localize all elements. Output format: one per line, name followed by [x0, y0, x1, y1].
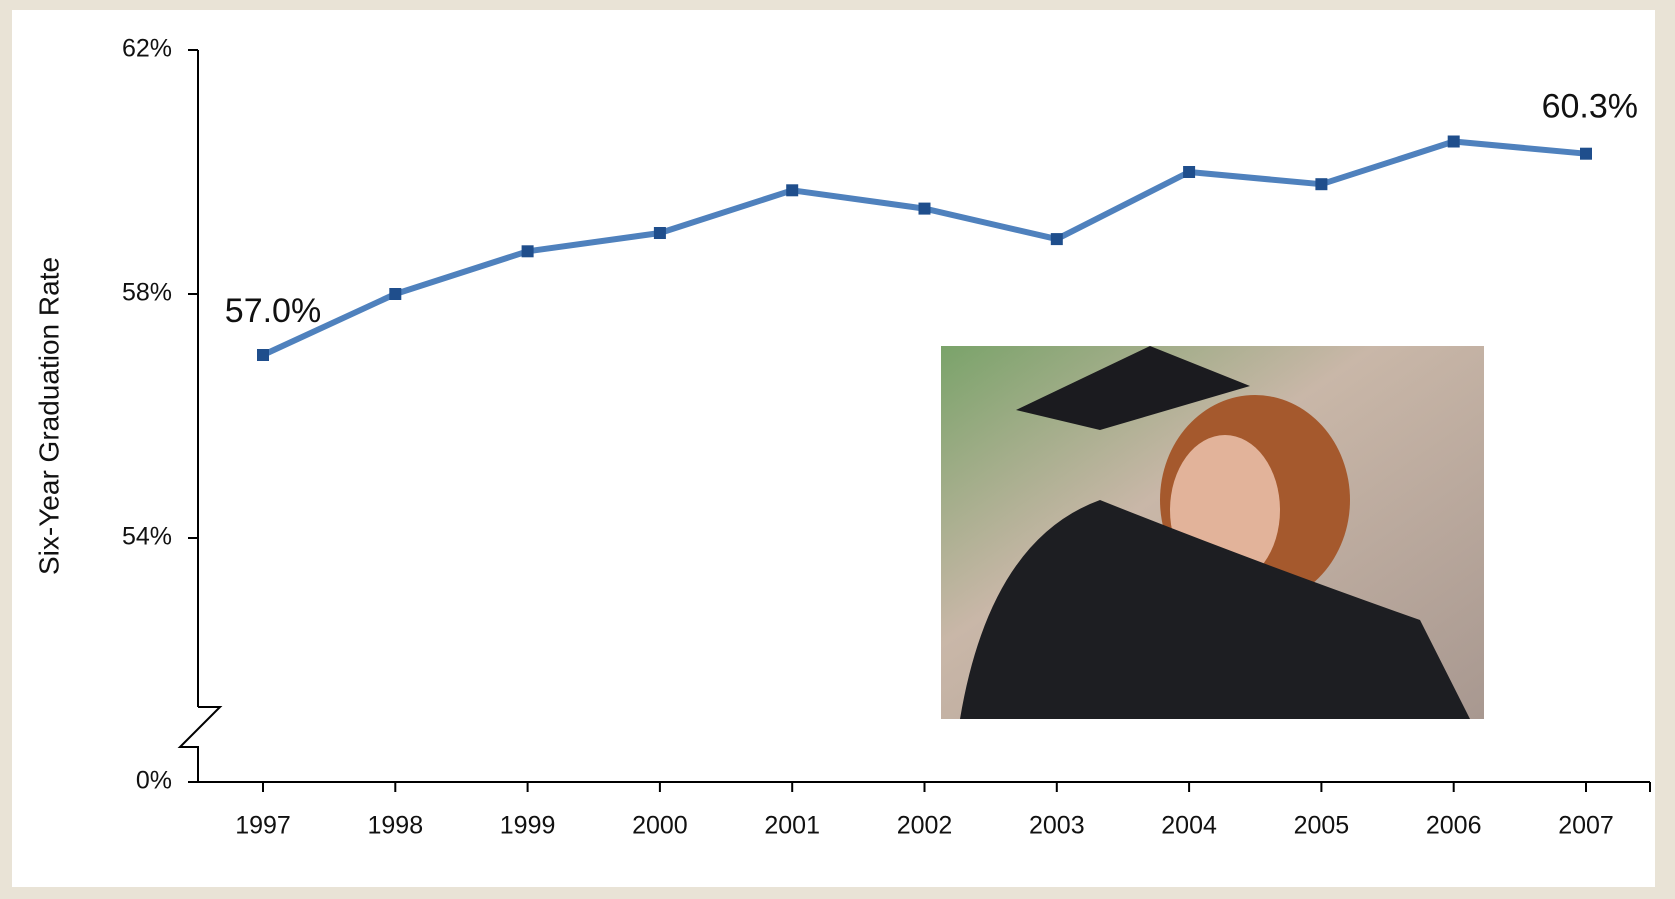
data-point [786, 184, 799, 197]
x-tick-label: 2002 [897, 812, 953, 840]
y-tick-label: 0% [136, 767, 172, 795]
y-tick-label: 54% [122, 523, 172, 551]
data-label: 60.3% [1542, 88, 1638, 126]
axis-break [177, 706, 223, 782]
data-point [389, 288, 402, 300]
x-tick-label: 2007 [1558, 812, 1614, 840]
x-tick-label: 2005 [1294, 812, 1350, 840]
x-tick-label: 2006 [1426, 812, 1482, 840]
y-tick-label: 58% [122, 279, 172, 307]
data-point [521, 245, 534, 258]
data-point [1447, 135, 1460, 148]
photo [941, 346, 1484, 719]
data-point [1580, 147, 1592, 160]
data-point [653, 227, 666, 239]
data-point [1315, 178, 1328, 191]
x-tick-label: 1999 [500, 812, 556, 840]
x-tick-label: 2001 [764, 812, 820, 840]
x-tick-label: 1997 [235, 812, 291, 840]
data-point [918, 202, 931, 215]
x-tick-label: 2003 [1029, 812, 1085, 840]
data-point [1050, 233, 1063, 246]
x-tick-label: 1998 [367, 812, 423, 840]
data-point [257, 349, 269, 361]
x-tick-label: 2000 [632, 812, 688, 840]
data-label: 57.0% [225, 292, 321, 330]
x-tick-label: 2004 [1161, 812, 1217, 840]
data-point [1183, 166, 1196, 178]
y-axis-title: Six-Year Graduation Rate [33, 257, 64, 575]
y-tick-label: 62% [122, 35, 172, 63]
